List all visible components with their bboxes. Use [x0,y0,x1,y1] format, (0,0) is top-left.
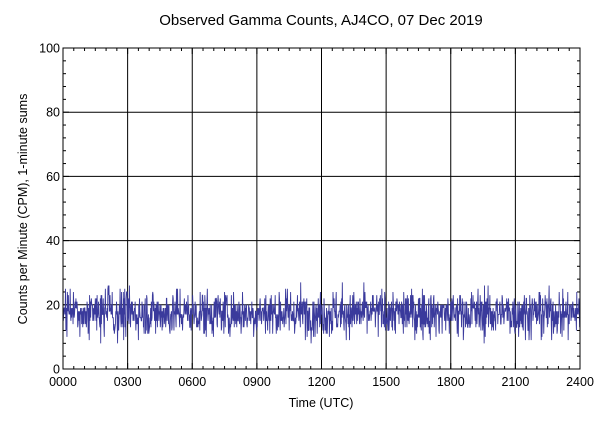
series-line-gamma-counts [62,282,581,344]
chart-title: Observed Gamma Counts, AJ4CO, 07 Dec 201… [159,12,483,29]
y-tick-label: 0 [53,363,60,377]
y-tick-label: 80 [46,106,60,120]
x-tick-label: 0300 [114,375,142,389]
y-tick-labels: 0 20 40 60 80 100 [39,42,60,377]
x-tick-labels: 0000 0300 0600 0900 1200 1500 1800 2100 2400 [49,375,594,389]
y-tick-label: 20 [46,298,60,312]
grid-lines [63,48,580,369]
plot-frame [62,47,581,370]
x-axis-label: Time (UTC) [289,396,354,410]
x-tick-label: 2400 [566,375,594,389]
y-tick-label: 60 [46,170,60,184]
x-tick-label: 1800 [437,375,465,389]
x-tick-label: 0000 [49,375,77,389]
y-axis-label: Counts per Minute (CPM), 1-minute sums [16,94,30,325]
x-tick-label: 0900 [243,375,271,389]
x-tick-label: 1500 [372,375,400,389]
x-tick-label: 2100 [501,375,529,389]
x-tick-label: 1200 [308,375,336,389]
x-tick-label: 0600 [178,375,206,389]
y-tick-label: 40 [46,234,60,248]
y-tick-label: 100 [39,42,60,56]
